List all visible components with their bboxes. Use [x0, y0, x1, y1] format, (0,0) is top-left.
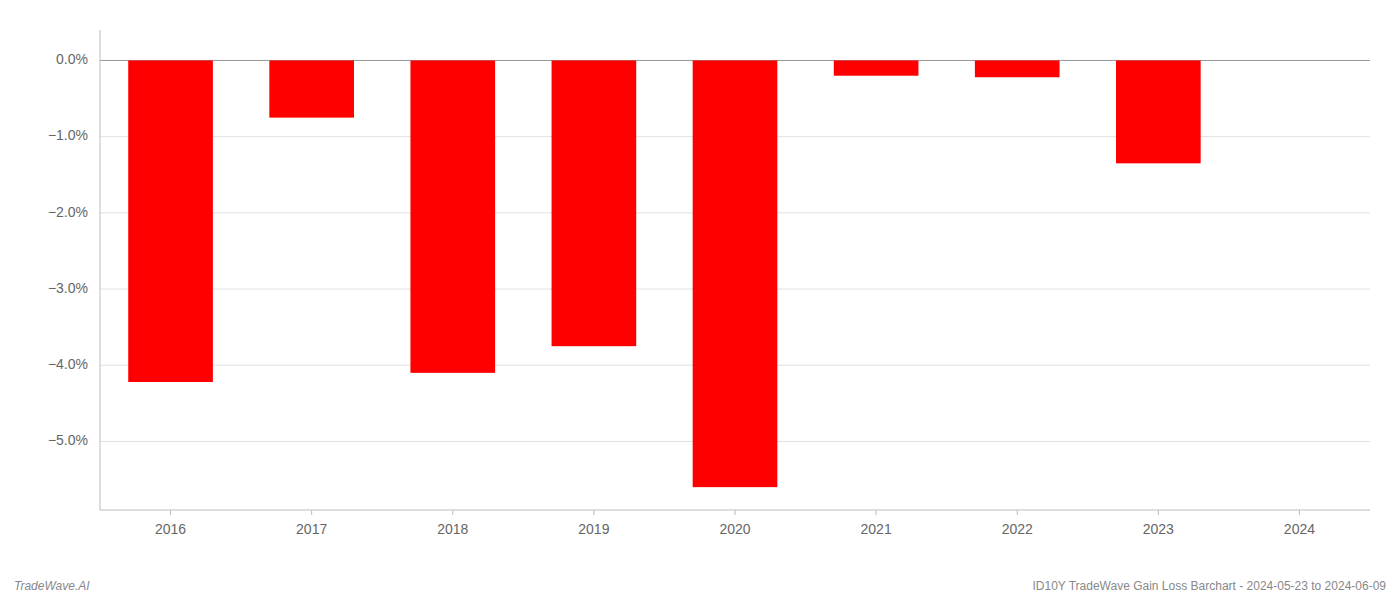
x-tick-label: 2020 [719, 521, 750, 537]
y-tick-label: −2.0% [48, 204, 88, 220]
bars [128, 60, 1200, 487]
x-tick [170, 510, 171, 515]
x-tick [1017, 510, 1018, 515]
x-tick [1158, 510, 1159, 515]
y-tick-labels: 0.0% −1.0% −2.0% −3.0% −4.0% −5.0% [48, 51, 88, 448]
x-tick [311, 510, 312, 515]
x-tick-label: 2023 [1143, 521, 1174, 537]
x-tick [593, 510, 594, 515]
y-tick-label: −5.0% [48, 432, 88, 448]
x-tick [1299, 510, 1300, 515]
bar [1116, 60, 1201, 163]
x-tick-label: 2019 [578, 521, 609, 537]
bar [975, 60, 1060, 77]
y-tick-label: −1.0% [48, 127, 88, 143]
x-tick [735, 510, 736, 515]
chart-svg: 0.0%−1.0%−2.0%−3.0%−4.0%−5.0%20162017201… [0, 0, 1400, 600]
x-tick-label: 2022 [1002, 521, 1033, 537]
y-axis-line [100, 30, 101, 510]
x-tick-label: 2018 [437, 521, 468, 537]
bar [128, 60, 213, 382]
bar [1257, 60, 1342, 61]
y-tick-label: −3.0% [48, 280, 88, 296]
x-tick-label: 2024 [1284, 521, 1315, 537]
footer-right: ID10Y TradeWave Gain Loss Barchart - 202… [1032, 579, 1386, 593]
bar [269, 60, 354, 117]
x-tick-label: 2016 [155, 521, 186, 537]
x-ticks: 2016 2017 2018 2019 2020 2021 2022 2023 2024 [155, 510, 1315, 537]
x-tick [876, 510, 877, 515]
bar [693, 60, 778, 487]
bar [410, 60, 495, 372]
x-tick-label: 2021 [861, 521, 892, 537]
y-tick-label: −4.0% [48, 356, 88, 372]
y-tick-label: 0.0% [56, 51, 88, 67]
bar [834, 60, 919, 75]
footer-left: TradeWave.AI [14, 579, 90, 593]
chart-container: 0.0%−1.0%−2.0%−3.0%−4.0%−5.0%20162017201… [0, 0, 1400, 600]
x-tick-label: 2017 [296, 521, 327, 537]
x-tick [452, 510, 453, 515]
bar [552, 60, 637, 346]
